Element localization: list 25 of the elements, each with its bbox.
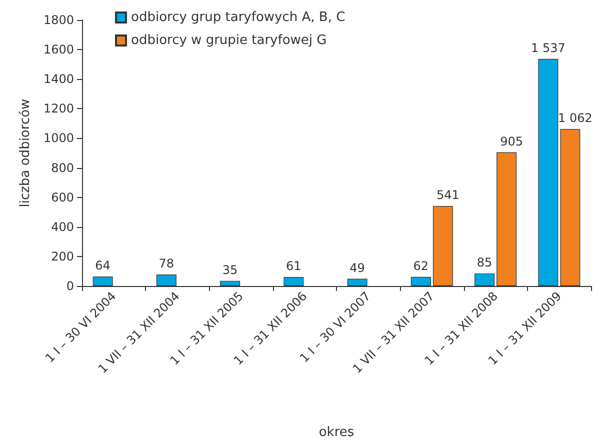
y-tick-label: 1200 — [43, 102, 74, 116]
data-label: 85 — [476, 255, 492, 270]
y-tick-label: 400 — [51, 220, 74, 234]
data-label: 1 062 — [558, 111, 592, 126]
legend-label: odbiorcy grup taryfowych A, B, C — [131, 10, 346, 25]
y-tick-label: 1600 — [43, 42, 74, 57]
y-tick-label: 1400 — [43, 72, 74, 86]
data-label: 1 537 — [531, 40, 566, 55]
data-label: 49 — [350, 260, 365, 275]
y-axis-title: liczba odbiorców — [18, 98, 33, 208]
data-label: 905 — [500, 134, 524, 148]
x-axis-title: okres — [318, 425, 354, 440]
y-tick-label: 600 — [51, 190, 74, 204]
data-label: 35 — [222, 262, 238, 277]
data-label: 62 — [413, 258, 429, 273]
data-label: 61 — [286, 258, 302, 273]
y-tick-label: 0 — [66, 279, 74, 293]
data-label: 541 — [436, 188, 460, 202]
y-tick-label: 1000 — [43, 131, 74, 146]
y-tick-label: 200 — [51, 249, 74, 264]
y-tick-label: 800 — [51, 160, 74, 175]
data-label: 78 — [158, 256, 174, 270]
legend-label: odbiorcy w grupie taryfowej G — [131, 33, 327, 48]
y-tick-label: 1800 — [43, 13, 74, 27]
data-label: 64 — [95, 258, 110, 273]
